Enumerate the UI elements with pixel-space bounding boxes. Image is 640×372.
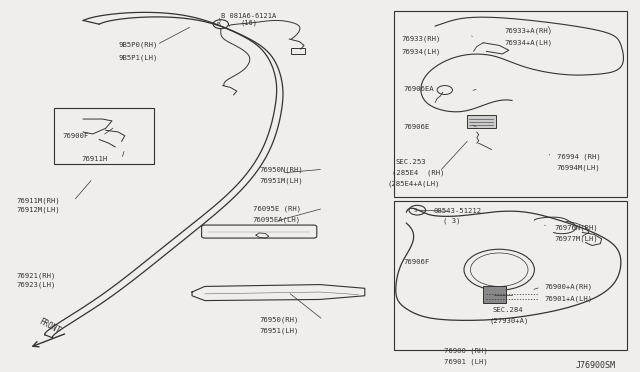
Text: 76951M(LH): 76951M(LH) bbox=[259, 177, 303, 184]
Text: 76934(LH): 76934(LH) bbox=[402, 48, 442, 55]
Text: (285E4+A(LH): (285E4+A(LH) bbox=[388, 181, 440, 187]
Text: 76933+A(RH): 76933+A(RH) bbox=[504, 27, 552, 34]
Text: 76921(RH): 76921(RH) bbox=[16, 273, 56, 279]
Text: 76911M(RH): 76911M(RH) bbox=[16, 198, 60, 204]
Text: (16): (16) bbox=[240, 20, 257, 26]
Text: 76994M(LH): 76994M(LH) bbox=[557, 165, 600, 171]
Text: SEC.284: SEC.284 bbox=[493, 307, 524, 312]
Bar bbox=[394, 201, 627, 350]
Text: S: S bbox=[413, 208, 417, 213]
Bar bbox=[291, 48, 305, 54]
Bar bbox=[467, 115, 496, 128]
Bar bbox=[394, 11, 627, 197]
Text: 9B5P1(LH): 9B5P1(LH) bbox=[118, 55, 158, 61]
Text: B 081A6-6121A: B 081A6-6121A bbox=[221, 13, 276, 19]
Text: B: B bbox=[216, 22, 220, 27]
Bar bbox=[483, 286, 506, 303]
Text: 76911H: 76911H bbox=[81, 156, 108, 162]
Text: 76095E (RH): 76095E (RH) bbox=[253, 205, 301, 212]
FancyBboxPatch shape bbox=[202, 225, 317, 238]
Text: 76906E: 76906E bbox=[403, 124, 429, 130]
Text: 76906F: 76906F bbox=[403, 259, 429, 265]
Text: 76977M(LH): 76977M(LH) bbox=[554, 235, 598, 242]
Text: ( 3): ( 3) bbox=[443, 218, 460, 224]
Text: 76951(LH): 76951(LH) bbox=[259, 328, 299, 334]
Text: 76912M(LH): 76912M(LH) bbox=[16, 206, 60, 213]
Text: 76900F: 76900F bbox=[62, 133, 88, 139]
Text: 76901 (LH): 76901 (LH) bbox=[444, 358, 487, 365]
Text: FRONT: FRONT bbox=[38, 317, 62, 336]
Text: SEC.253: SEC.253 bbox=[396, 159, 426, 165]
Text: 76934+A(LH): 76934+A(LH) bbox=[504, 39, 552, 46]
Text: 76900+A(RH): 76900+A(RH) bbox=[544, 284, 592, 291]
Text: 76095EA(LH): 76095EA(LH) bbox=[253, 216, 301, 223]
Text: J76900SM: J76900SM bbox=[576, 361, 616, 370]
Text: 76950(RH): 76950(RH) bbox=[259, 317, 299, 323]
Text: 76901+A(LH): 76901+A(LH) bbox=[544, 295, 592, 302]
Text: 76933(RH): 76933(RH) bbox=[402, 36, 442, 42]
Text: 76976N(RH): 76976N(RH) bbox=[554, 224, 598, 231]
Text: (285E4  (RH): (285E4 (RH) bbox=[392, 170, 444, 176]
Text: 76906EA: 76906EA bbox=[403, 86, 434, 92]
Text: 9B5P0(RH): 9B5P0(RH) bbox=[118, 41, 158, 48]
Text: 76900 (RH): 76900 (RH) bbox=[444, 348, 487, 355]
Text: 76994 (RH): 76994 (RH) bbox=[557, 154, 600, 160]
Polygon shape bbox=[192, 285, 365, 301]
Text: 08543-51212: 08543-51212 bbox=[434, 208, 482, 214]
Bar bbox=[54, 108, 154, 164]
Text: 76923(LH): 76923(LH) bbox=[16, 282, 56, 288]
Text: 76950N(RH): 76950N(RH) bbox=[259, 166, 303, 173]
Text: (27930+A): (27930+A) bbox=[490, 317, 529, 324]
